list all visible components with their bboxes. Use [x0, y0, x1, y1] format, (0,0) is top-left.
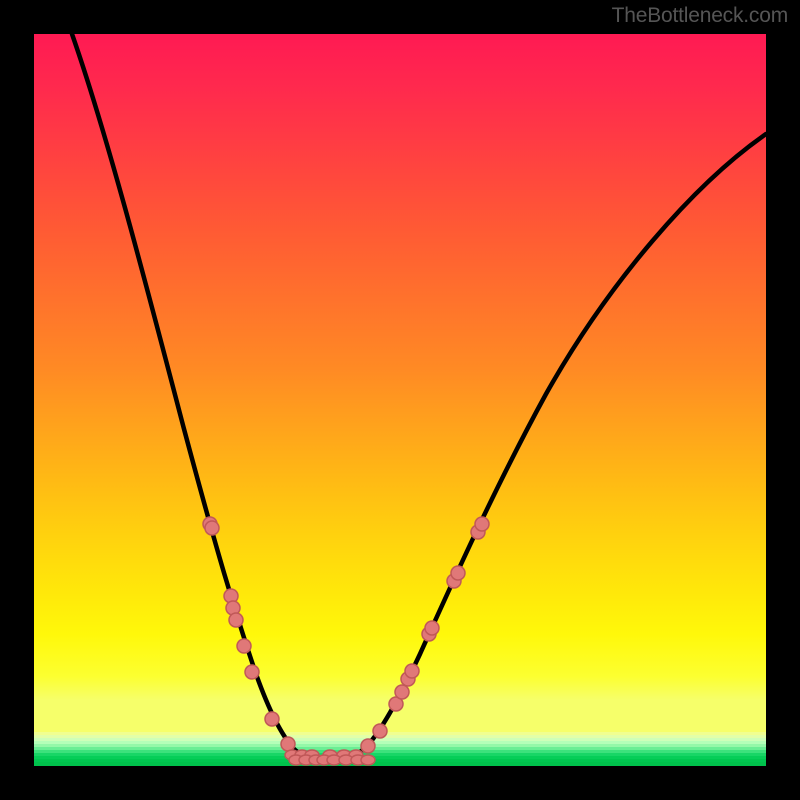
gradient-background	[34, 34, 766, 766]
main-gradient	[34, 34, 766, 732]
chart-frame: TheBottleneck.com	[0, 0, 800, 800]
stripe	[34, 762, 766, 766]
bottom-stripes	[34, 732, 766, 766]
watermark-text: TheBottleneck.com	[612, 4, 788, 28]
plot-area	[34, 34, 766, 766]
